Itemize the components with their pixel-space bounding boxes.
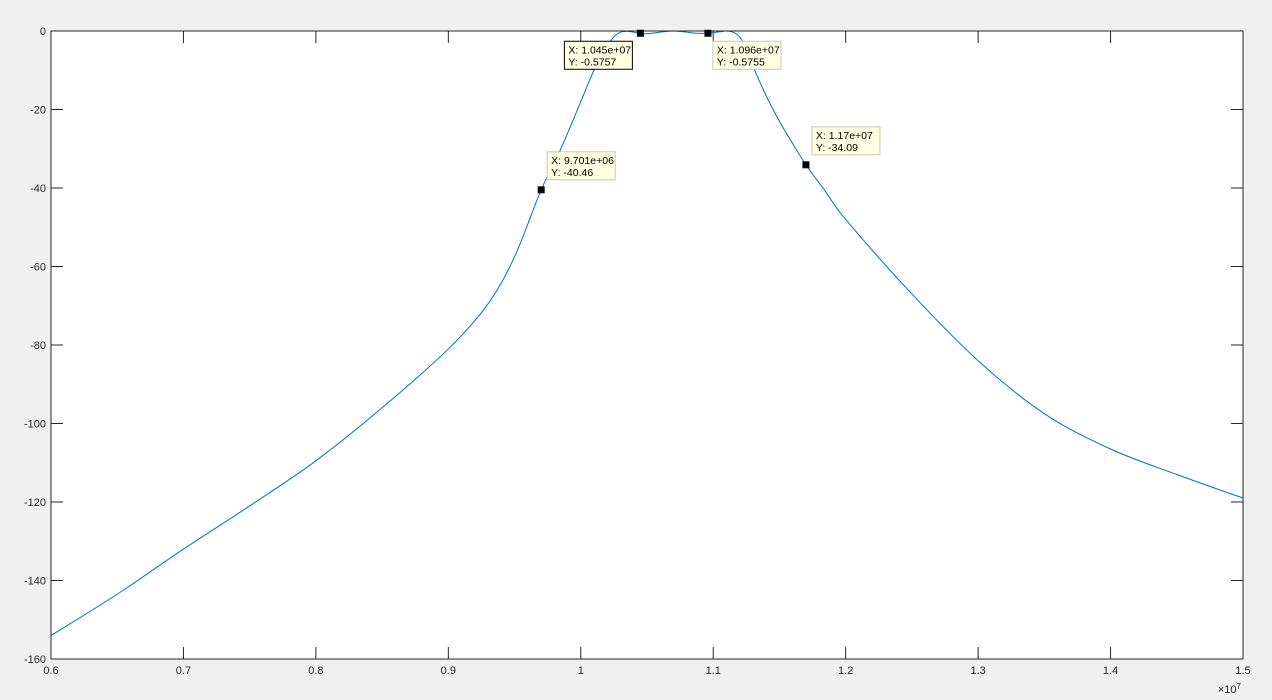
- data-tip-marker: [636, 29, 644, 37]
- x-exponent-power: 7: [1237, 682, 1242, 691]
- y-tick-label: -80: [30, 340, 46, 352]
- data-tip-y-text: Y: -34.09: [816, 142, 858, 154]
- data-tip: X: 1.045e+07Y: -0.5757: [563, 29, 644, 70]
- axes-box: [50, 30, 1244, 660]
- data-tip-x-text: X: 1.096e+07: [717, 44, 780, 56]
- y-tick-label: -40: [30, 183, 46, 195]
- data-tip-x-text: X: 1.045e+07: [568, 44, 631, 56]
- x-tick-label: 1.4: [1103, 665, 1118, 677]
- y-tick-label: -160: [24, 654, 46, 666]
- data-tip-y-text: Y: -40.46: [551, 167, 593, 179]
- data-tip-x-text: X: 1.17e+07: [816, 130, 873, 142]
- y-tick-label: -20: [30, 105, 46, 117]
- data-tip-box: [563, 40, 633, 70]
- y-tick-label: -120: [24, 497, 46, 509]
- x-tick-label: 0.6: [43, 665, 58, 677]
- x-tick-label: 1.1: [706, 665, 721, 677]
- data-tip-x-text: X: 9.701e+06: [551, 155, 614, 167]
- data-tip-marker: [537, 186, 545, 194]
- y-tick-label: -60: [30, 262, 46, 274]
- data-tip-box: [546, 151, 616, 181]
- y-tick-label: -100: [24, 419, 46, 431]
- data-tip: X: 1.096e+07Y: -0.5755: [704, 29, 782, 70]
- x-tick-labels: 0.6 0.7 0.8 0.9 1 1.1 1.2 1.3 1.4 1.5: [43, 665, 1250, 677]
- data-tip: X: 1.17e+07Y: -34.09: [802, 126, 881, 169]
- data-tip-y-text: Y: -0.5757: [568, 56, 616, 68]
- data-tip-marker: [802, 161, 810, 169]
- data-tip-marker: [704, 29, 712, 37]
- x-tick-label: 0.9: [441, 665, 456, 677]
- data-tip-y-text: Y: -0.5755: [717, 56, 765, 68]
- y-tick-label: -140: [24, 576, 46, 588]
- x-tick-label: 1: [578, 665, 584, 677]
- x-tick-label: 1.5: [1235, 665, 1250, 677]
- x-exponent-label: ×107: [1218, 682, 1242, 696]
- x-tick-label: 0.8: [308, 665, 323, 677]
- x-tick-label: 1.2: [838, 665, 853, 677]
- x-tick-label: 1.3: [970, 665, 985, 677]
- data-tip: X: 9.701e+06Y: -40.46: [537, 151, 616, 194]
- y-tick-label: 0: [40, 26, 46, 38]
- data-tip-box: [811, 126, 881, 156]
- y-tick-labels: 0 -20 -40 -60 -80 -100 -120 -140 -160: [24, 26, 46, 666]
- data-tip-box: [712, 40, 782, 70]
- axes-background: [51, 31, 1243, 659]
- x-tick-label: 0.7: [176, 665, 191, 677]
- x-exponent: ×107: [1218, 682, 1242, 696]
